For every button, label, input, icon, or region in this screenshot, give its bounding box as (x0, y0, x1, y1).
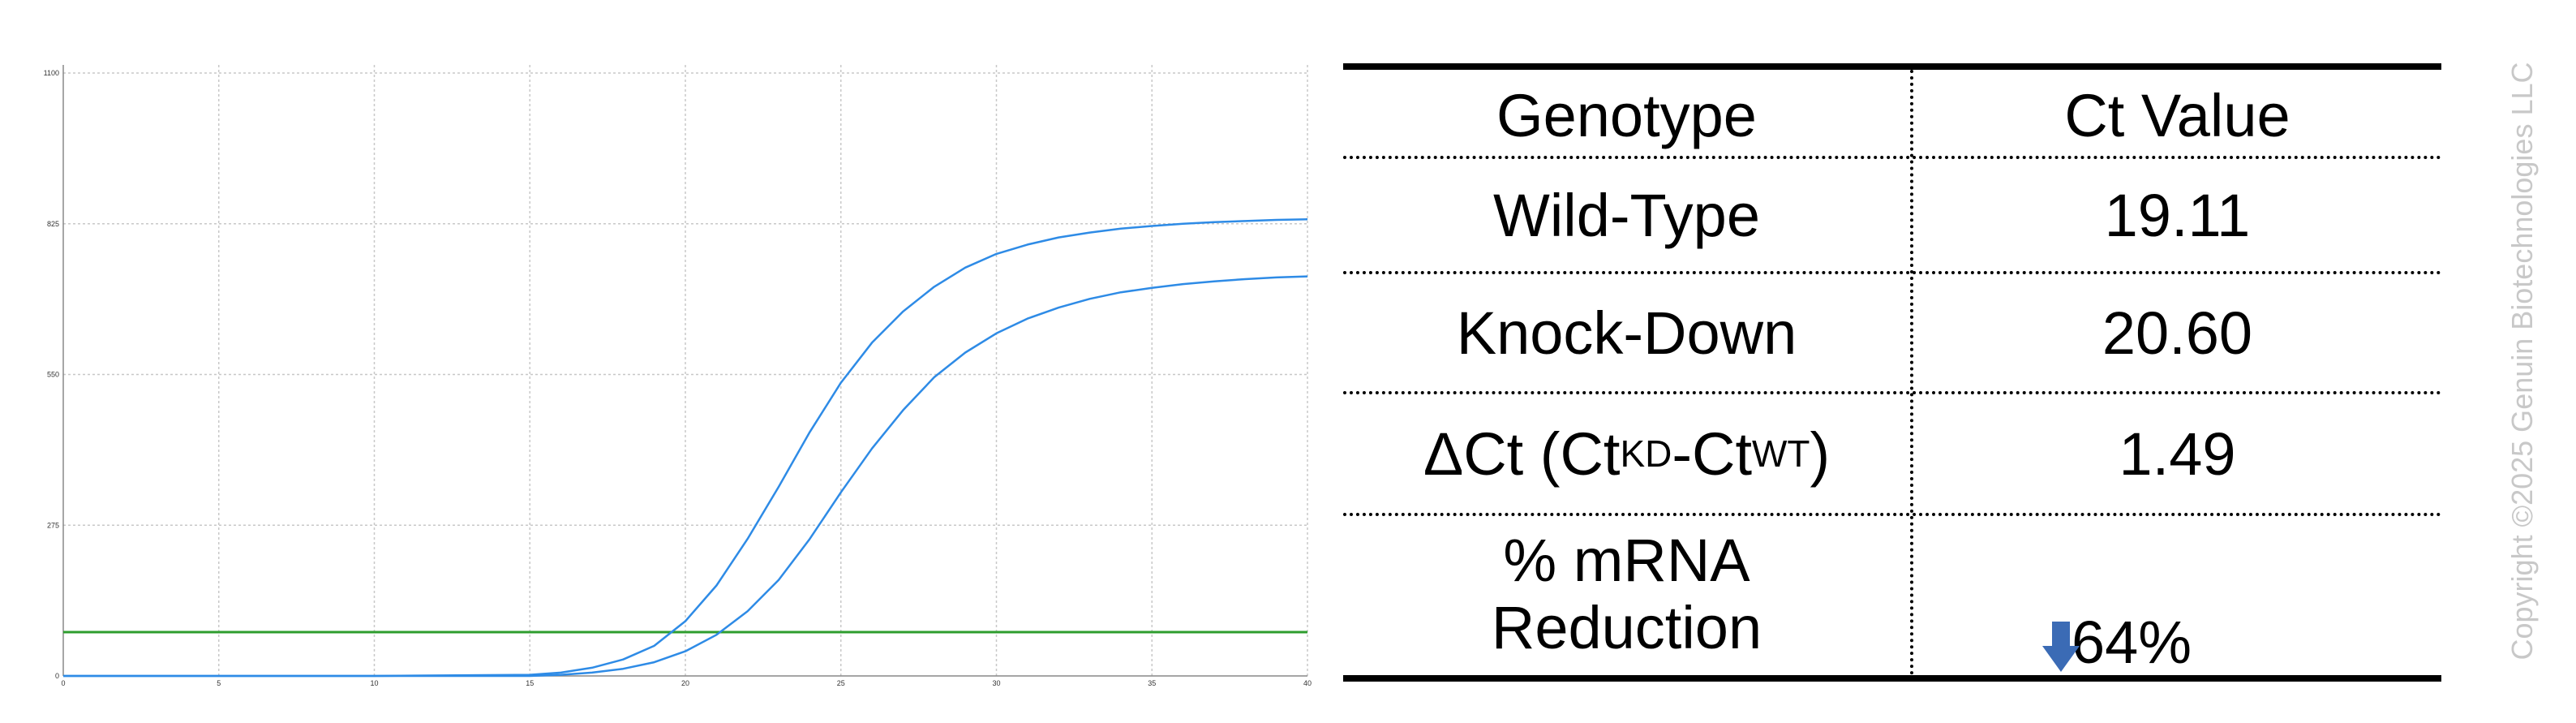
row-knock-down-value: 20.60 (2102, 299, 2253, 367)
x-tick-label: 40 (1303, 679, 1312, 687)
x-tick-label: 20 (681, 679, 689, 687)
copyright-text: Copyright ©2025 Genuin Biotechnologies L… (2505, 62, 2539, 661)
down-arrow-icon (2042, 622, 2080, 672)
row-knock-down-label: Knock-Down (1456, 299, 1797, 367)
x-tick-label: 35 (1148, 679, 1156, 687)
row-reduction-label: % mRNA Reduction (1343, 518, 1910, 672)
amplification-plot: 0 5 10 15 20 25 30 35 40 0 275 550 825 1100 (44, 65, 1312, 687)
y-tick-label: 550 (47, 371, 59, 379)
y-tick-label: 1100 (44, 69, 59, 77)
x-tick-label: 25 (837, 679, 845, 687)
amplification-curve-1 (63, 218, 1308, 678)
delta-ct-dash: -Ct (1672, 420, 1753, 488)
row-reduction-value: 64% (2071, 608, 2192, 676)
delta-ct-close: ) (1810, 420, 1831, 488)
row-divider (1343, 391, 2441, 394)
row-divider (1343, 513, 2441, 516)
copyright-notice: Copyright ©2025 Genuin Biotechnologies L… (2490, 0, 2555, 723)
x-tick-label: 30 (992, 679, 1000, 687)
y-tick-label: 825 (47, 220, 59, 228)
row-wild-type-value: 19.11 (2104, 181, 2251, 249)
delta-ct-sub-wt: WT (1752, 433, 1810, 476)
x-tick-label: 5 (217, 679, 221, 687)
reduction-label-line1: % mRNA (1503, 527, 1750, 595)
header-divider (1343, 156, 2441, 159)
reduction-label-line2: Reduction (1491, 594, 1762, 661)
delta-ct-text: ΔCt (Ct (1423, 420, 1621, 488)
delta-ct-sub-kd: KD (1620, 433, 1672, 476)
amplification-chart: 0 5 10 15 20 25 30 35 40 0 275 550 825 1100 (44, 65, 1312, 687)
header-ct-value: Ct Value (2064, 81, 2290, 149)
header-genotype: Genotype (1496, 81, 1757, 149)
row-delta-ct-label: ΔCt (Ct KD -Ct WT) (1343, 394, 1910, 514)
y-tick-label: 275 (47, 521, 59, 529)
y-tick-label: 0 (55, 672, 59, 680)
ct-value-table: Genotype Ct Value Wild-Type 19.11 Knock-… (1343, 63, 2441, 688)
row-divider (1343, 271, 2441, 274)
x-tick-label: 15 (526, 679, 534, 687)
table-top-rule (1343, 63, 2441, 70)
table-bottom-rule (1343, 675, 2441, 682)
column-divider (1910, 70, 1913, 675)
x-tick-label: 10 (370, 679, 378, 687)
x-tick-label: 0 (61, 679, 65, 687)
row-wild-type-label: Wild-Type (1493, 181, 1760, 249)
amplification-curve-2 (63, 275, 1308, 678)
row-delta-ct-value: 1.49 (2119, 420, 2236, 488)
